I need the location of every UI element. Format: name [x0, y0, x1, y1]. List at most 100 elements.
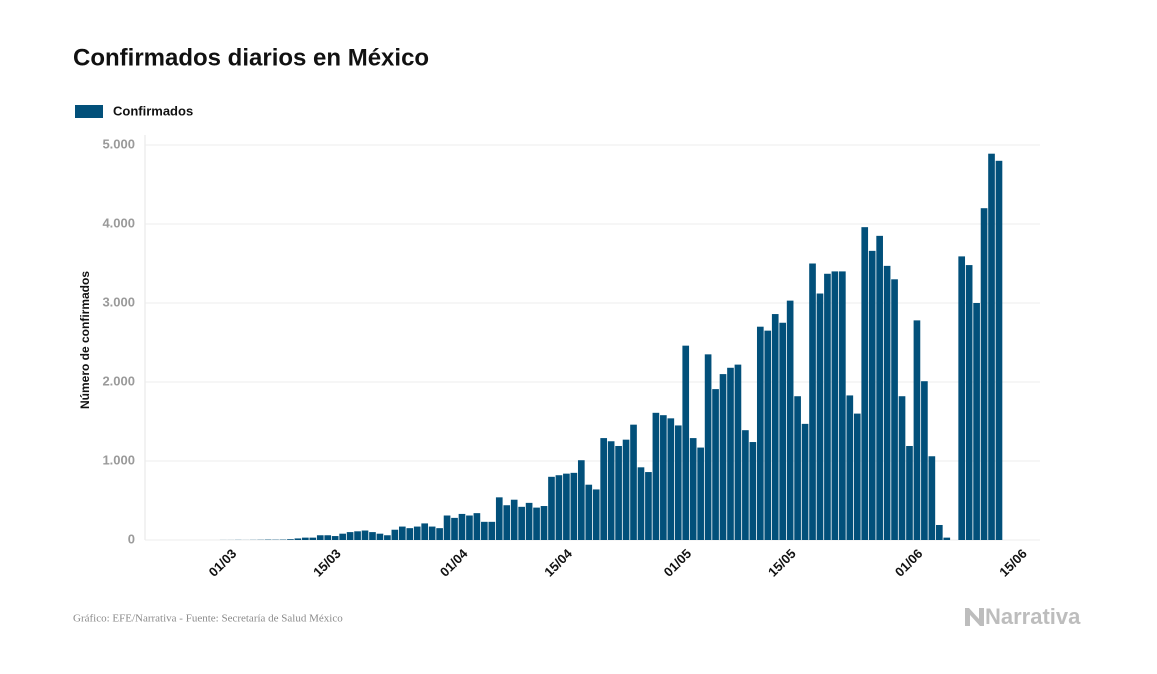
x-tick-label: 15/05 — [765, 546, 799, 580]
bar — [749, 442, 757, 540]
bar — [756, 326, 764, 540]
x-tick-label: 01/05 — [661, 546, 695, 580]
bar — [637, 467, 645, 540]
bar — [622, 439, 630, 540]
bar — [630, 424, 637, 540]
y-tick-label: 4.000 — [102, 215, 135, 230]
bar — [592, 489, 600, 540]
bar — [988, 153, 995, 540]
bar — [734, 364, 742, 540]
bar — [853, 413, 861, 540]
bar — [712, 389, 719, 540]
bar — [384, 535, 391, 540]
bar — [868, 250, 876, 541]
chart-title: Confirmados diarios en México — [73, 44, 429, 71]
logo-text: Narrativa — [985, 604, 1081, 629]
y-tick-label: 2.000 — [102, 373, 135, 388]
bar — [935, 524, 943, 540]
bar — [302, 537, 309, 540]
bar — [391, 529, 399, 540]
bar — [742, 430, 749, 540]
bar — [563, 473, 570, 540]
bar — [786, 300, 794, 540]
bar — [660, 415, 667, 540]
bar — [883, 265, 891, 540]
bar — [518, 506, 525, 540]
bar — [667, 418, 675, 540]
bar — [697, 447, 704, 540]
bar — [436, 528, 443, 540]
bar — [525, 502, 533, 540]
bar — [906, 445, 913, 540]
y-tick-label: 3.000 — [102, 294, 135, 309]
bar — [548, 476, 555, 540]
bar — [369, 532, 376, 540]
bar — [481, 521, 488, 540]
bar — [354, 531, 361, 540]
bar — [973, 303, 980, 540]
bar — [451, 517, 458, 540]
bar — [585, 484, 593, 540]
bar — [473, 513, 481, 540]
bar — [980, 208, 988, 540]
bar — [995, 160, 1003, 541]
bar — [839, 271, 846, 540]
bar — [876, 235, 883, 540]
bar — [443, 515, 451, 540]
y-tick-label: 1.000 — [102, 452, 135, 467]
bar — [309, 537, 317, 540]
bar — [607, 441, 615, 540]
bar — [398, 526, 406, 540]
bar — [861, 227, 869, 540]
bar — [831, 271, 839, 540]
bar — [458, 513, 466, 540]
bar — [846, 395, 854, 540]
source-note: Gráfico: EFE/Narrativa - Fuente: Secreta… — [73, 613, 343, 625]
bar — [891, 279, 898, 540]
bar — [294, 538, 302, 540]
bar — [689, 438, 697, 540]
bar — [645, 472, 652, 540]
bar — [898, 396, 906, 540]
x-tick-label: 15/03 — [310, 546, 344, 580]
bar — [824, 273, 831, 540]
bar — [421, 523, 429, 540]
bar — [816, 293, 824, 540]
bar — [913, 320, 921, 540]
bar — [361, 530, 369, 540]
bar — [316, 535, 324, 540]
bar — [615, 445, 622, 540]
bar — [809, 263, 816, 540]
bar — [958, 256, 966, 540]
bar — [794, 396, 801, 540]
bar — [771, 314, 779, 540]
logo-icon — [965, 608, 984, 626]
x-tick-label: 01/03 — [206, 546, 240, 580]
bar — [570, 472, 578, 540]
bar — [719, 374, 727, 540]
bar — [428, 526, 436, 540]
bar — [346, 532, 354, 540]
bar — [682, 345, 690, 540]
x-tick-label: 15/06 — [996, 546, 1030, 580]
bar — [674, 425, 682, 540]
legend-label: Confirmados — [113, 103, 193, 118]
y-tick-label: 5.000 — [102, 136, 135, 151]
bar — [503, 505, 511, 540]
bar — [764, 330, 772, 540]
bar — [600, 438, 608, 540]
bar — [727, 367, 734, 540]
bar — [324, 535, 332, 540]
legend-swatch — [75, 105, 103, 118]
bar — [540, 506, 548, 540]
bar — [533, 507, 540, 540]
bar — [652, 412, 660, 540]
x-tick-label: 01/04 — [437, 545, 471, 579]
bar — [339, 533, 346, 540]
bar — [577, 460, 585, 540]
bar — [495, 497, 503, 540]
bar — [376, 533, 384, 540]
bar — [943, 537, 951, 540]
